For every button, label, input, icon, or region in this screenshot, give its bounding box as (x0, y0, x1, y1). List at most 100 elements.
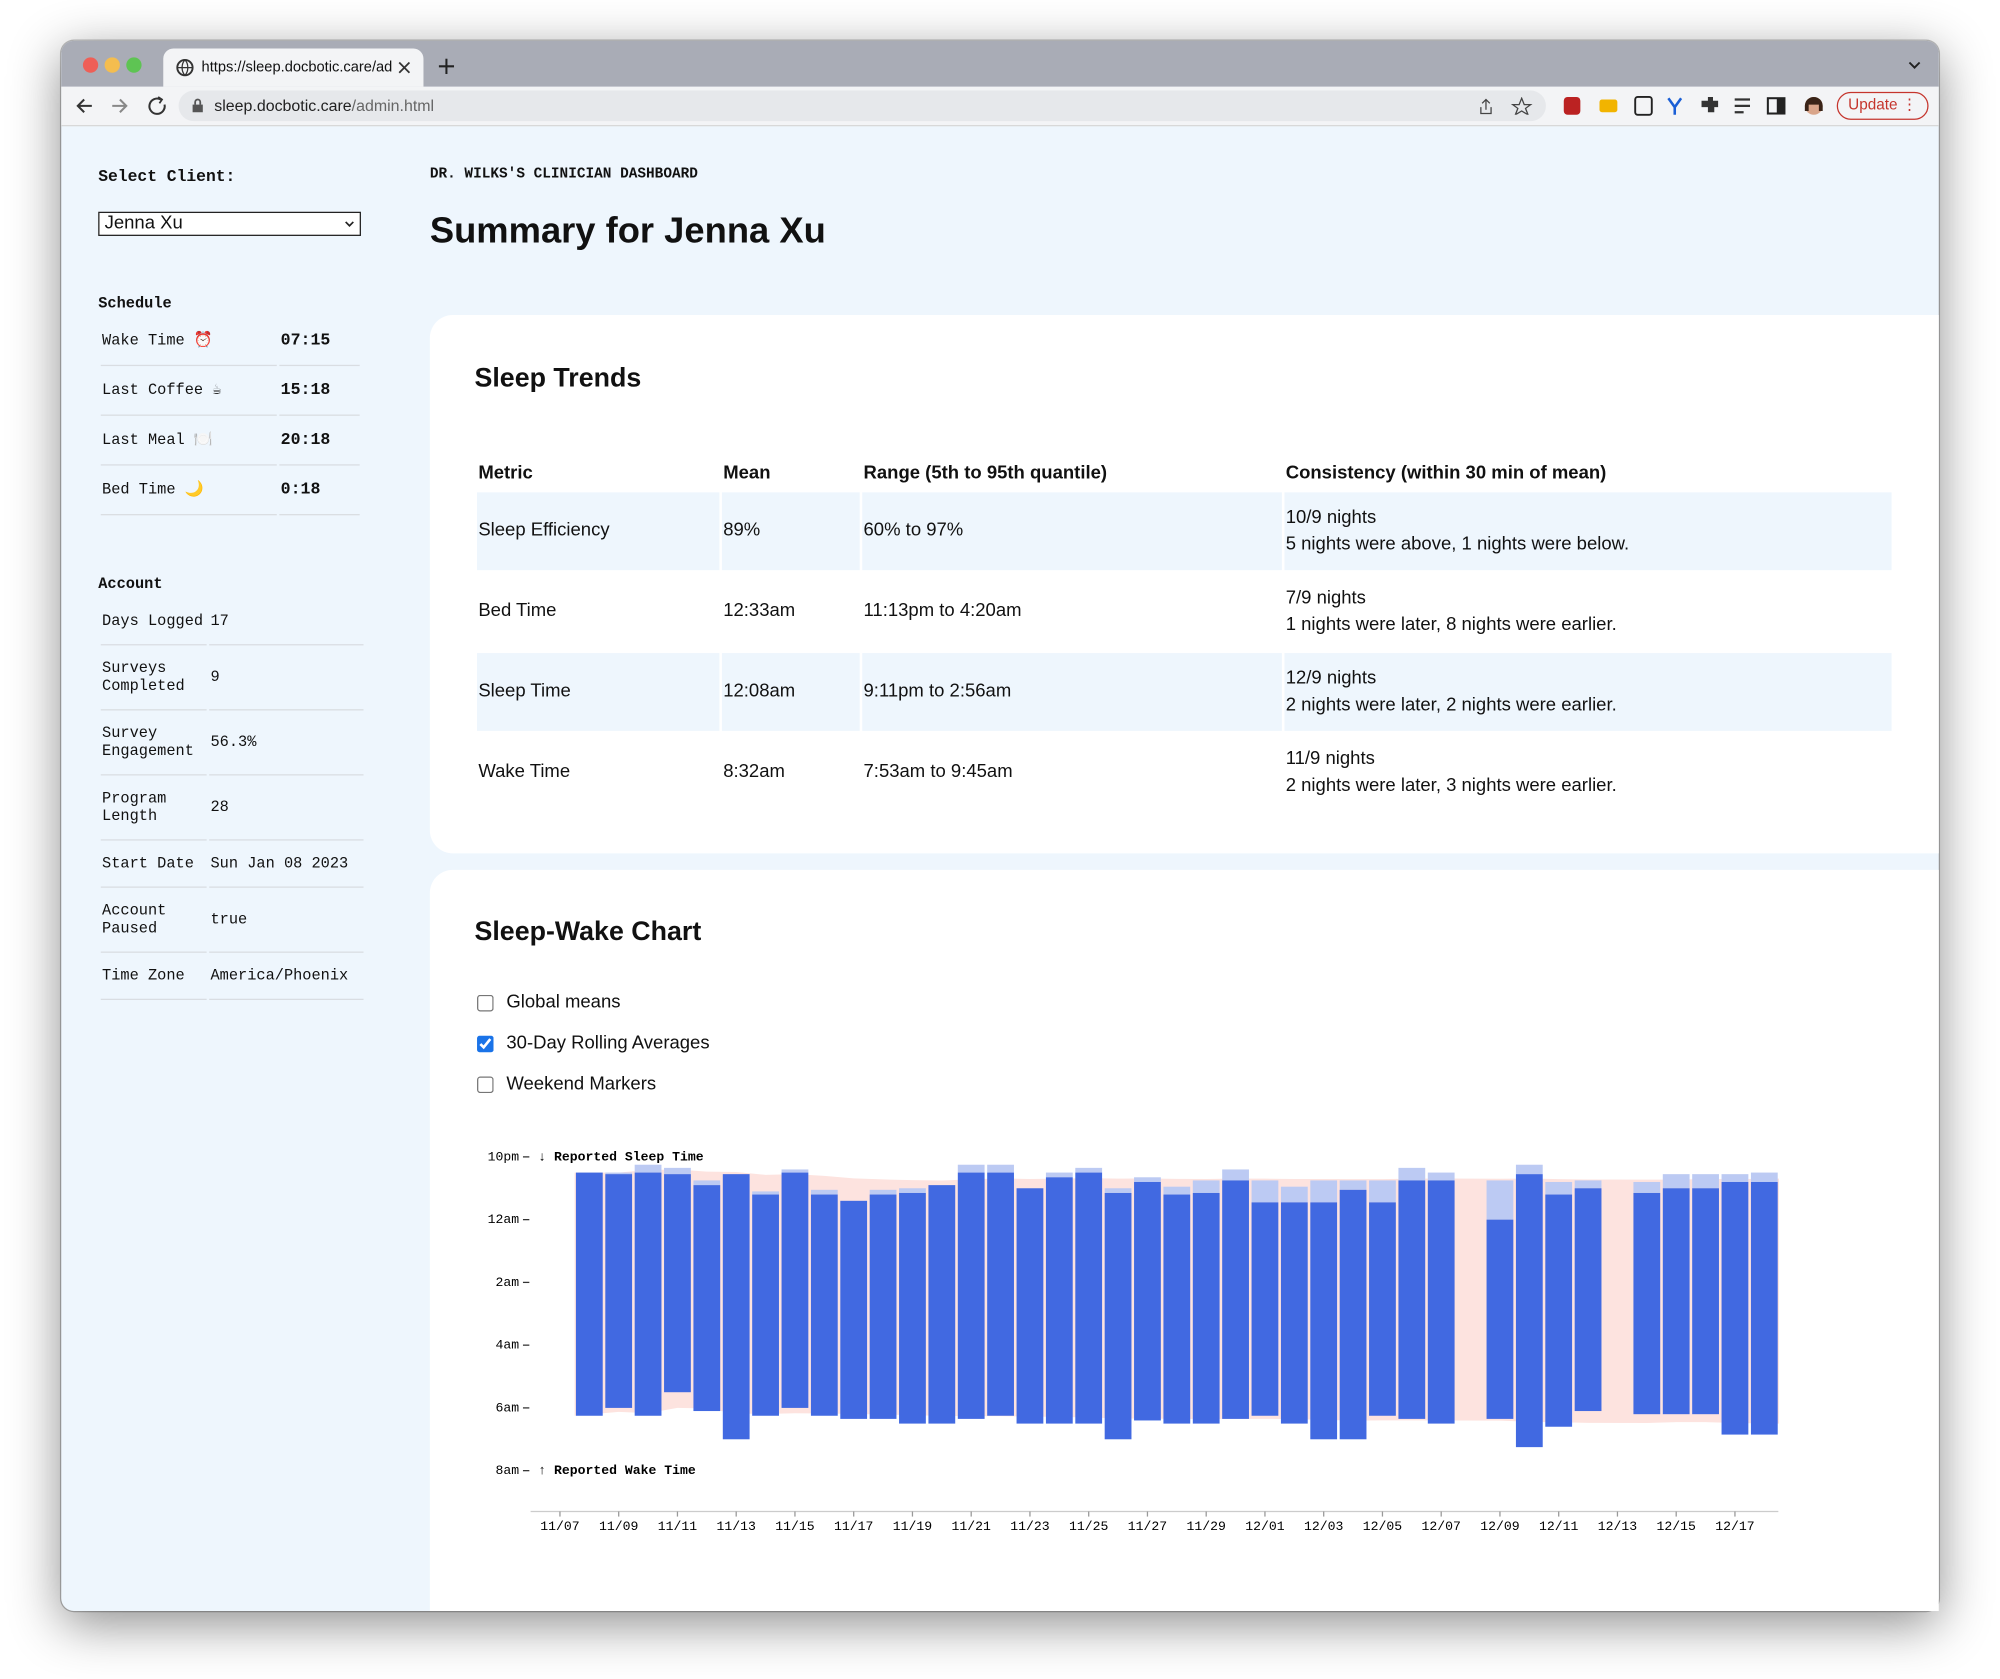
new-tab[interactable] (438, 58, 455, 74)
table-header: Metric Mean Range (5th to 95th quantile) Co… (477, 457, 1892, 490)
table-cell: 9:11pm to 2:56am (862, 653, 1282, 731)
select-chevron (345, 221, 354, 227)
zoom-button[interactable] (126, 57, 142, 73)
url: sleep.docbotic.care/admin.html (214, 91, 434, 122)
bed-time-bar (1515, 1164, 1543, 1175)
sleep-bar (1134, 1181, 1161, 1421)
bed-time-bar (1721, 1174, 1749, 1182)
bed-time-bar (1692, 1174, 1719, 1189)
account-label: Program Length (100, 776, 207, 841)
table-cell: Bed Time (478, 600, 557, 622)
sleep-bar (1310, 1202, 1338, 1440)
selected-client: Jenna Xu (104, 213, 183, 234)
account-label: Days Logged (100, 598, 207, 646)
x-tick-label: 12/01 (1245, 1519, 1285, 1534)
x-tick-label: 11/13 (717, 1519, 757, 1534)
account-row: Account Paused true (100, 888, 364, 953)
schedule-label: Last Meal 🍽️ (100, 416, 277, 466)
table-cell: 11:13pm to 4:20am (863, 600, 1022, 622)
bed-time-bar (1134, 1177, 1161, 1182)
bed-time-bar (1369, 1180, 1396, 1203)
x-tick-label: 11/11 (658, 1519, 698, 1534)
table-cell: 12:08am (721, 653, 860, 731)
select-label: Select Client: (98, 167, 236, 187)
schedule-label: Bed Time 🌙 (100, 466, 277, 516)
sleep-bar (810, 1194, 838, 1416)
column-header: Mean (723, 463, 771, 484)
bed-time-bar (1486, 1180, 1514, 1220)
table-row: Wake Time 8:32am 7:53am to 9:45am 11/9 nigh… (477, 733, 1892, 811)
account-value: 17 (209, 598, 364, 646)
address-bar[interactable]: sleep.docbotic.care/admin.html (178, 90, 1546, 122)
url-host: sleep.docbotic.care (214, 96, 352, 115)
account-row: Program Length 28 (100, 776, 364, 841)
table-cell: Wake Time (478, 761, 571, 782)
lock-icon (192, 98, 203, 113)
bed-time-bar (781, 1169, 809, 1173)
bed-time-bar (1574, 1180, 1602, 1189)
checkbox[interactable] (477, 994, 494, 1011)
consistency-line: 2 nights were later, 3 nights were earli… (1285, 774, 1617, 796)
sleep-bar (840, 1200, 868, 1419)
schedule-row: Wake Time ⏰ 07:15 (100, 316, 360, 367)
account-value: true (209, 888, 364, 953)
y-tick-label: 12am (488, 1212, 520, 1227)
update-button[interactable]: Update ⋮ (1836, 91, 1929, 120)
tab-close[interactable] (398, 61, 411, 74)
close-button[interactable] (82, 57, 99, 73)
checkbox[interactable] (477, 1075, 494, 1093)
sleep-bar (1222, 1180, 1249, 1419)
column-header: Metric (478, 463, 533, 484)
update-label: Update (1848, 95, 1898, 114)
consistency-line: 11/9 nights (1285, 748, 1375, 769)
sleep-bar (1692, 1188, 1719, 1415)
x-tick-label: 11/25 (1069, 1519, 1109, 1534)
browser-tab[interactable]: https://sleep.docbotic.care/adm (163, 48, 424, 87)
table-cell: 89% (721, 492, 860, 571)
consistency-cell: 10/9 nights 5 nights were above, 1 nights… (1284, 492, 1892, 571)
sleep-bar (1545, 1194, 1573, 1427)
bed-time-bar (1163, 1186, 1191, 1195)
x-tick-label: 12/13 (1598, 1519, 1638, 1534)
sleep-bar (1427, 1180, 1455, 1424)
checkbox[interactable] (477, 1035, 494, 1052)
account-row: Survey Engagement 56.3% (100, 710, 364, 776)
page-actions[interactable] (1480, 96, 1536, 115)
consistency-line: 12/9 nights (1285, 667, 1377, 689)
consistency-line: 2 nights were later, 2 nights were earli… (1285, 694, 1617, 715)
schedule-label: Last Coffee ☕ (100, 366, 277, 416)
sleep-bar (1486, 1219, 1514, 1419)
sleep-bar (634, 1172, 662, 1416)
bed-time-bar (1045, 1172, 1073, 1178)
schedule-row: Last Coffee ☕ 15:18 (100, 366, 360, 416)
sleep-bar (1192, 1192, 1220, 1424)
account-row: Surveys Completed 9 (100, 645, 364, 711)
sleep-bar (1574, 1188, 1602, 1412)
table-row: Bed Time 12:33am 11:13pm to 4:20am 7/9 nigh… (477, 573, 1892, 651)
checkbox-option: Global means (477, 990, 620, 1016)
sleep-bar (1515, 1174, 1543, 1448)
sleep-bar (605, 1174, 633, 1408)
bed-time-bar (1545, 1181, 1573, 1195)
sleep-trends-title: Sleep Trends (474, 363, 642, 393)
tab-menu[interactable] (1908, 61, 1921, 71)
client-select[interactable]: Jenna Xu (98, 211, 361, 236)
x-tick-label: 11/07 (540, 1519, 579, 1534)
sleep-bar (781, 1172, 809, 1408)
page-title: Summary for Jenna Xu (429, 210, 826, 252)
account-label: Time Zone (100, 953, 207, 1000)
bed-time-bar (1398, 1167, 1426, 1181)
tab-title: https://sleep.docbotic.care/adm (201, 59, 393, 76)
account-value: 9 (209, 645, 364, 711)
account-label: Survey Engagement (100, 710, 207, 776)
nav-buttons[interactable] (74, 96, 179, 116)
y-tick-label: 2am (495, 1275, 519, 1290)
extensions[interactable] (1561, 94, 1829, 117)
minimize-button[interactable] (104, 57, 120, 73)
checkbox-option: 30-Day Rolling Averages (477, 1031, 710, 1057)
bed-time-bar (987, 1164, 1014, 1173)
y-tick-label: 10pm (488, 1149, 520, 1164)
sleep-bar (1750, 1181, 1778, 1435)
x-tick-label: 12/17 (1715, 1519, 1754, 1534)
